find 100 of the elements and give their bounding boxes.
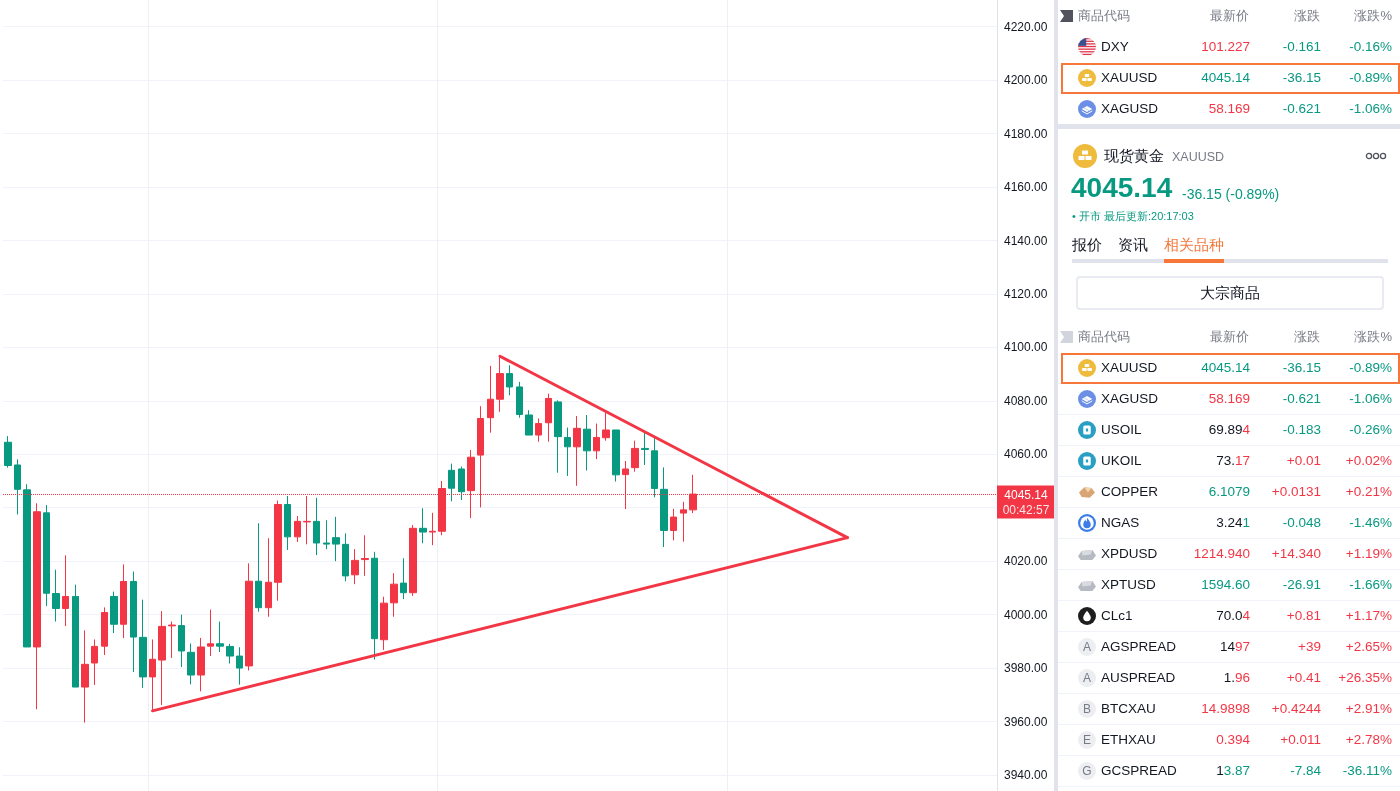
- text: • 开市 最后更新:20:17:03: [1072, 209, 1194, 224]
- text: -1.06%: [1349, 390, 1392, 408]
- text: 0.394: [1216, 732, 1250, 747]
- text: XPDUSD: [1101, 545, 1158, 563]
- text: ETHXAU: [1101, 731, 1156, 749]
- text: 4045.14: [1201, 360, 1250, 375]
- y-tick-label: 4180.00: [1004, 126, 1048, 141]
- text: 1594.60: [1201, 577, 1250, 592]
- text: -0.26%: [1349, 421, 1392, 439]
- text: -7.84: [1290, 762, 1321, 780]
- y-tick-label: 3940.00: [1004, 767, 1048, 782]
- y-tick-label: 4020.00: [1004, 554, 1048, 569]
- text: -1.06%: [1349, 100, 1392, 118]
- text: 1214.940: [1193, 546, 1250, 561]
- text: -36.15 (-0.89%): [1182, 185, 1280, 204]
- y-tick-label: 3980.00: [1004, 661, 1048, 676]
- text: 涨跌: [1294, 7, 1320, 25]
- text: 4045.14: [1201, 70, 1250, 85]
- text: XAGUSD: [1101, 390, 1159, 408]
- text: AUSPREAD: [1101, 669, 1176, 687]
- ref-line-label: 4045.14 00:42:57: [1002, 487, 1050, 517]
- text: +2.78%: [1345, 731, 1392, 749]
- y-tick-label: 4140.00: [1004, 233, 1048, 248]
- text: 1.96: [1223, 670, 1250, 685]
- text: 58.169: [1208, 101, 1250, 116]
- text: 涨跌%: [1354, 328, 1392, 346]
- text: XAUUSD: [1101, 69, 1158, 87]
- text: +0.21%: [1345, 483, 1392, 501]
- text: XAUUSD: [1172, 149, 1225, 166]
- text: -0.16%: [1349, 38, 1392, 56]
- y-tick-label: 4060.00: [1004, 447, 1048, 462]
- text: +0.02%: [1345, 452, 1392, 470]
- text: DXY: [1101, 38, 1129, 56]
- text: 70.04: [1216, 608, 1250, 623]
- y-tick-label: 4000.00: [1004, 607, 1048, 622]
- text: GCSPREAD: [1101, 762, 1177, 780]
- text: -26.91: [1282, 576, 1321, 594]
- text: +0.41: [1286, 669, 1321, 687]
- text: 最新价: [1210, 328, 1249, 346]
- text: -1.66%: [1349, 576, 1392, 594]
- text: +39: [1298, 638, 1321, 656]
- text: 涨跌: [1294, 328, 1320, 346]
- y-tick-label: 4220.00: [1004, 19, 1048, 34]
- text: CLc1: [1101, 607, 1133, 625]
- text: BTCXAU: [1101, 700, 1156, 718]
- text: A: [1078, 669, 1096, 687]
- text: 6.1079: [1208, 484, 1250, 499]
- y-tick-label: 4080.00: [1004, 393, 1048, 408]
- text: 14.9898: [1201, 701, 1250, 716]
- text: 58.169: [1208, 391, 1250, 406]
- text: 相关品种: [1164, 232, 1224, 263]
- text: 101.227: [1201, 39, 1250, 54]
- y-tick-label: 4200.00: [1004, 73, 1048, 88]
- text: +2.65%: [1345, 638, 1392, 656]
- text: +26.35%: [1338, 669, 1392, 687]
- text: AGSPREAD: [1101, 638, 1177, 656]
- text: +0.81: [1286, 607, 1321, 625]
- text: -0.183: [1282, 421, 1321, 439]
- text: XAGUSD: [1101, 100, 1159, 118]
- button: 大宗商品: [1076, 276, 1384, 310]
- text: -36.15: [1282, 359, 1321, 377]
- text: 13.87: [1216, 763, 1250, 778]
- text: 报价: [1072, 236, 1102, 255]
- text: +0.01: [1286, 452, 1321, 470]
- text: A: [1078, 638, 1096, 656]
- text: -0.621: [1282, 390, 1321, 408]
- text: B: [1078, 700, 1096, 718]
- y-tick-label: 4160.00: [1004, 180, 1048, 195]
- text: 涨跌%: [1354, 7, 1392, 25]
- text: UKOIL: [1101, 452, 1142, 470]
- text: -36.15: [1282, 69, 1321, 87]
- y-tick-label: 4120.00: [1004, 286, 1048, 301]
- text: -0.161: [1282, 38, 1321, 56]
- y-tick-label: 4100.00: [1004, 340, 1048, 355]
- text: 3.241: [1216, 515, 1250, 530]
- text: -0.89%: [1349, 359, 1392, 377]
- text: -1.46%: [1349, 514, 1392, 532]
- text: 最新价: [1210, 7, 1249, 25]
- text: +0.0131: [1271, 483, 1321, 501]
- text: -36.11%: [1342, 762, 1392, 780]
- text: USOIL: [1101, 421, 1142, 439]
- text: +1.19%: [1345, 545, 1392, 563]
- text: 资讯: [1118, 236, 1148, 255]
- text: NGAS: [1101, 514, 1140, 532]
- y-tick-label: 3960.00: [1004, 714, 1048, 729]
- text: 1497: [1219, 639, 1250, 654]
- text: +14.340: [1271, 545, 1321, 563]
- text: 商品代码: [1078, 7, 1130, 25]
- text: +0.011: [1280, 731, 1321, 749]
- text: XPTUSD: [1101, 576, 1156, 594]
- text: XAUUSD: [1101, 359, 1158, 377]
- text: 现货黄金: [1104, 146, 1164, 166]
- text: +2.91%: [1345, 700, 1392, 718]
- text: -0.621: [1282, 100, 1321, 118]
- text: 69.894: [1208, 422, 1250, 437]
- text: 4045.14: [1071, 171, 1173, 205]
- text: E: [1078, 731, 1096, 749]
- text: -0.89%: [1349, 69, 1392, 87]
- text: 商品代码: [1078, 328, 1130, 346]
- text: COPPER: [1101, 483, 1159, 501]
